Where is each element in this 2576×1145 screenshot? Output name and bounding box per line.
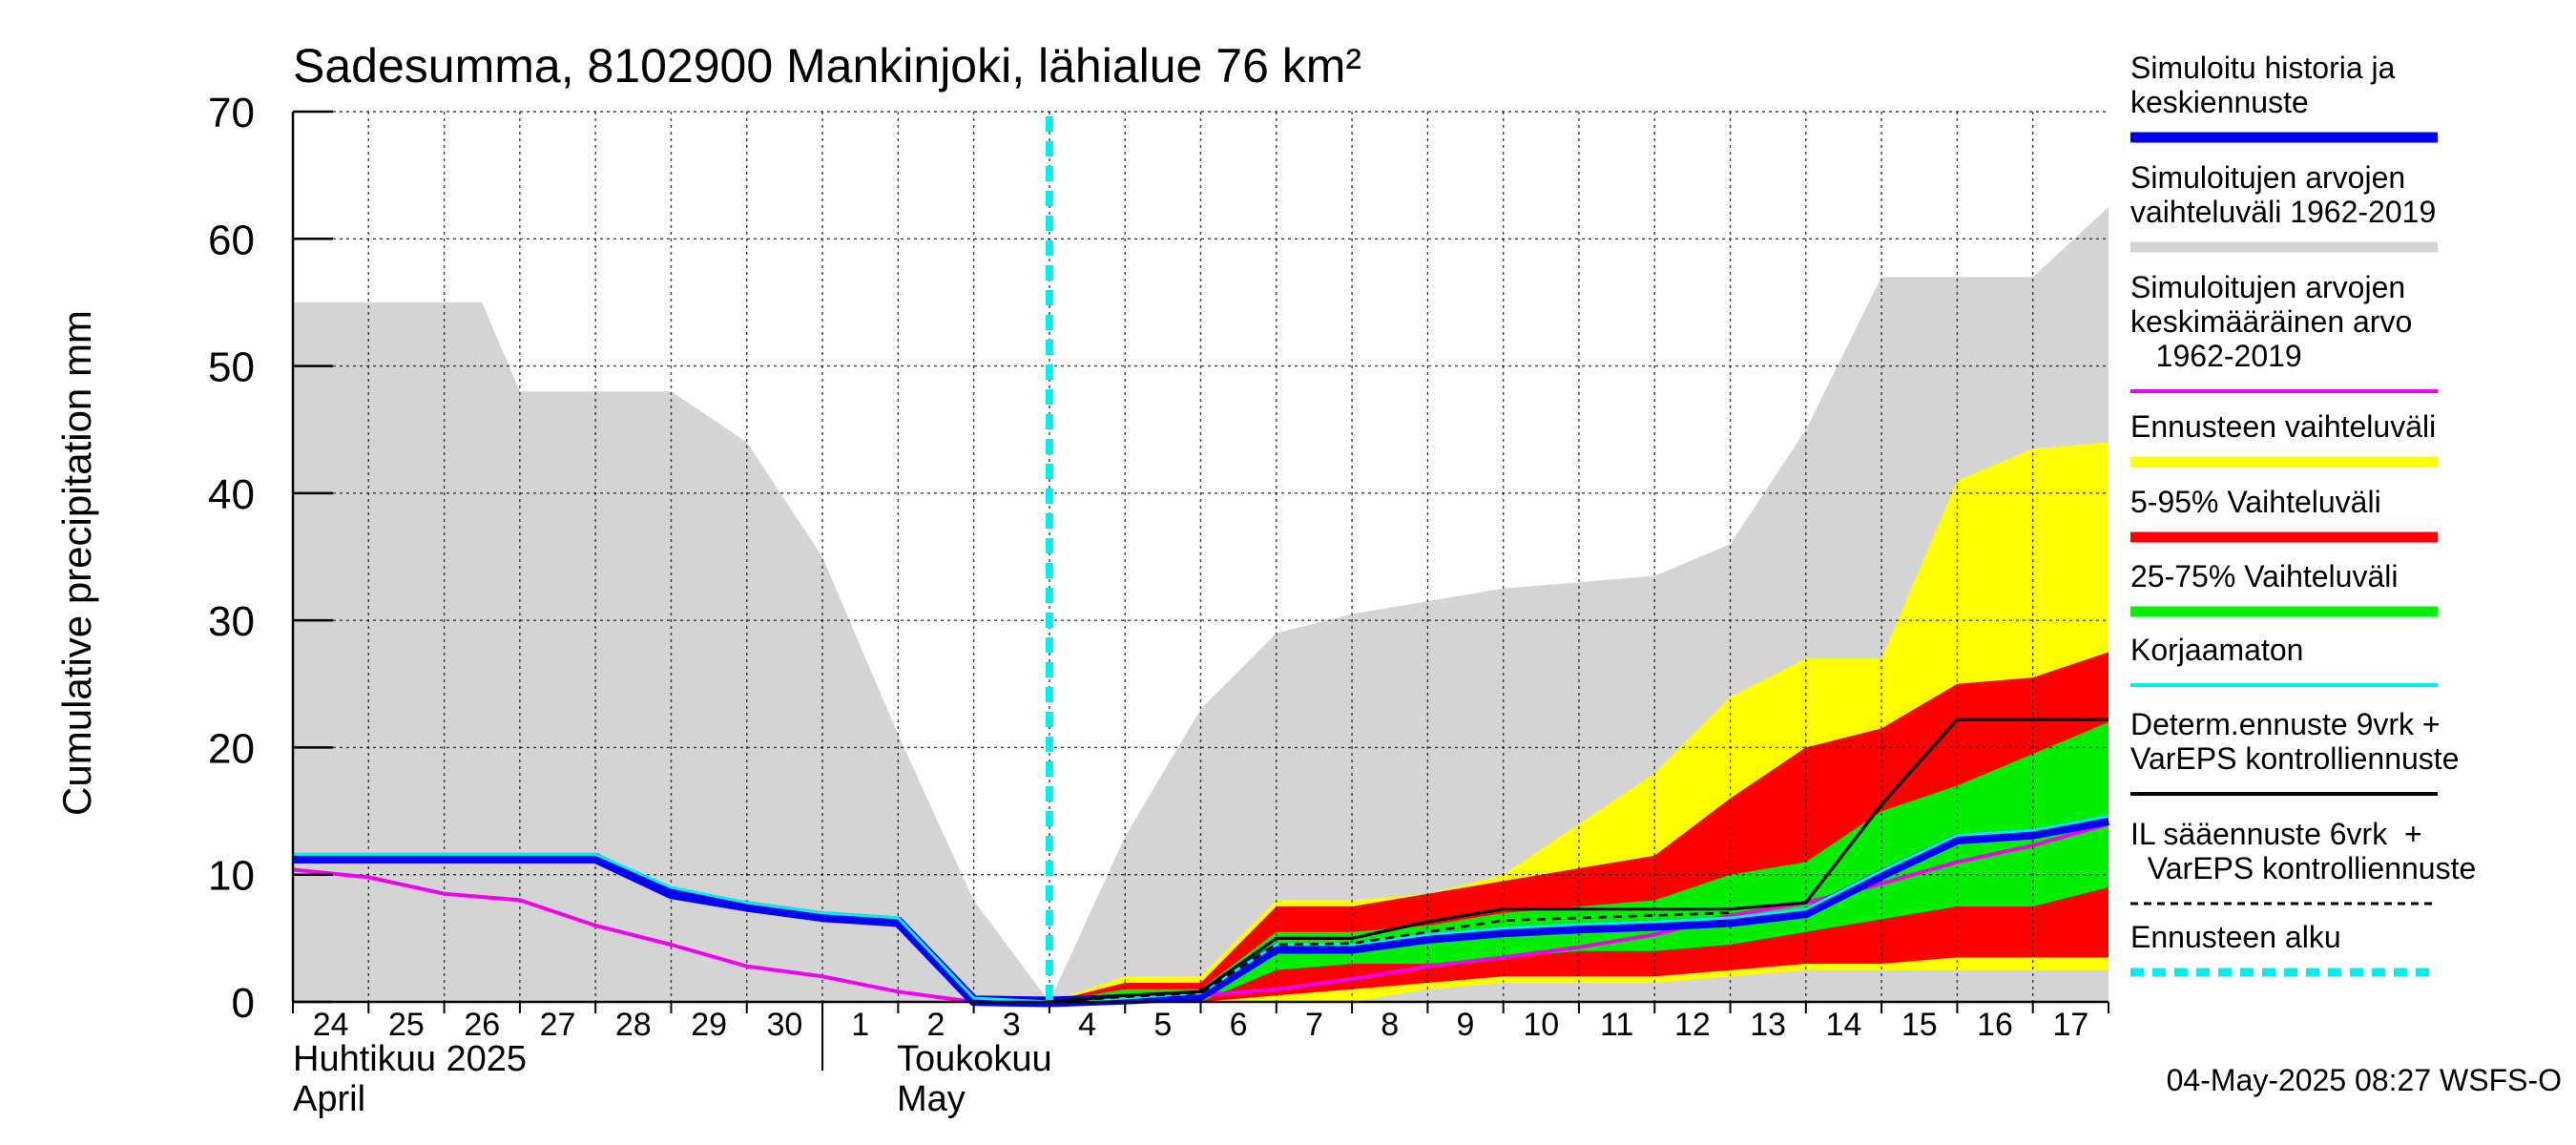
x-tick-label: 2 bbox=[927, 1007, 945, 1043]
x-tick-label: 14 bbox=[1826, 1007, 1862, 1043]
legend-label: Korjaamaton bbox=[2130, 633, 2303, 667]
x-tick-label: 9 bbox=[1457, 1007, 1475, 1043]
x-tick-label: 26 bbox=[464, 1007, 500, 1043]
determ-forecast-line bbox=[1049, 718, 2109, 1004]
x-tick-label: 4 bbox=[1078, 1007, 1096, 1043]
x-tick-label: 27 bbox=[540, 1007, 576, 1043]
x-tick-label: 15 bbox=[1901, 1007, 1938, 1043]
chart-areas bbox=[293, 207, 2109, 1002]
legend-label: VarEPS kontrolliennuste bbox=[2130, 851, 2476, 885]
legend-label: IL sääennuste 6vrk + bbox=[2130, 817, 2422, 851]
y-tick-label: 20 bbox=[208, 725, 255, 772]
x-tick-label: 5 bbox=[1153, 1007, 1172, 1043]
chart-title: Sadesumma, 8102900 Mankinjoki, lähialue … bbox=[293, 39, 1361, 93]
month-label-may-fi: Toukokuu bbox=[897, 1039, 1052, 1079]
legend-label: Simuloitujen arvojen bbox=[2130, 270, 2405, 304]
legend-label: keskimääräinen arvo bbox=[2130, 304, 2412, 339]
x-tick-label: 1 bbox=[851, 1007, 869, 1043]
legend-label: 1962-2019 bbox=[2130, 339, 2302, 373]
x-tick-label: 30 bbox=[766, 1007, 802, 1043]
x-tick-label: 3 bbox=[1003, 1007, 1021, 1043]
legend-label: Ennusteen vaihteluväli bbox=[2130, 409, 2436, 444]
x-tick-label: 17 bbox=[2052, 1007, 2088, 1043]
legend-label: VarEPS kontrolliennuste bbox=[2130, 741, 2459, 776]
y-tick-label: 60 bbox=[208, 217, 255, 263]
chart-lines bbox=[292, 116, 2110, 1008]
month-label-april-en: April bbox=[293, 1079, 365, 1119]
legend-label: Simuloitujen arvojen bbox=[2130, 160, 2405, 195]
legend-label: 25-75% Vaihteluväli bbox=[2130, 559, 2398, 593]
y-tick-label: 10 bbox=[208, 853, 255, 900]
x-tick-label: 8 bbox=[1381, 1007, 1399, 1043]
chart-axes bbox=[291, 110, 2109, 1071]
legend-label: 5-95% Vaihteluväli bbox=[2130, 485, 2381, 519]
legend-label: Ennusteen alku bbox=[2130, 920, 2341, 954]
x-tick-label: 10 bbox=[1523, 1007, 1559, 1043]
month-label-april-fi: Huhtikuu 2025 bbox=[293, 1039, 527, 1079]
x-tick-label: 7 bbox=[1305, 1007, 1323, 1043]
y-tick-label: 30 bbox=[208, 598, 255, 645]
y-tick-labels: 0 10 20 30 40 50 60 70 bbox=[208, 90, 255, 1027]
x-tick-label: 25 bbox=[388, 1007, 425, 1043]
legend-label: keskiennuste bbox=[2130, 85, 2309, 119]
x-tick-label: 11 bbox=[1600, 1007, 1633, 1043]
x-tick-label: 12 bbox=[1674, 1007, 1711, 1043]
y-tick-label: 0 bbox=[232, 980, 255, 1027]
y-tick-label: 70 bbox=[208, 90, 255, 136]
legend-label: Determ.ennuste 9vrk + bbox=[2130, 707, 2441, 741]
x-tick-label: 6 bbox=[1230, 1007, 1248, 1043]
simulated-history-line bbox=[293, 814, 2110, 1008]
chart-grid bbox=[293, 111, 2109, 1002]
x-tick-label: 13 bbox=[1750, 1007, 1786, 1043]
x-tick-label: 16 bbox=[1977, 1007, 2013, 1043]
x-tick-label: 24 bbox=[313, 1007, 349, 1043]
month-label-may-en: May bbox=[897, 1079, 966, 1119]
legend-label: Simuloitu historia ja bbox=[2130, 51, 2396, 85]
y-tick-label: 50 bbox=[208, 344, 255, 391]
x-tick-label: 29 bbox=[691, 1007, 727, 1043]
y-axis-label: Cumulative precipitation mm bbox=[54, 310, 99, 816]
il-forecast-line bbox=[1049, 911, 1731, 1004]
x-tick-label: 28 bbox=[615, 1007, 652, 1043]
legend-label: vaihteluväli 1962-2019 bbox=[2130, 195, 2436, 229]
footer-timestamp: 04-May-2025 08:27 WSFS-O bbox=[2167, 1063, 2562, 1097]
x-tick-labels: 24 25 26 27 28 29 30 1 2 3 4 5 6 7 8 9 10 11 12 13 14 15 16 17 bbox=[313, 1007, 2089, 1043]
y-tick-label: 40 bbox=[208, 471, 255, 518]
p25-75-range-area bbox=[1049, 721, 2109, 1002]
